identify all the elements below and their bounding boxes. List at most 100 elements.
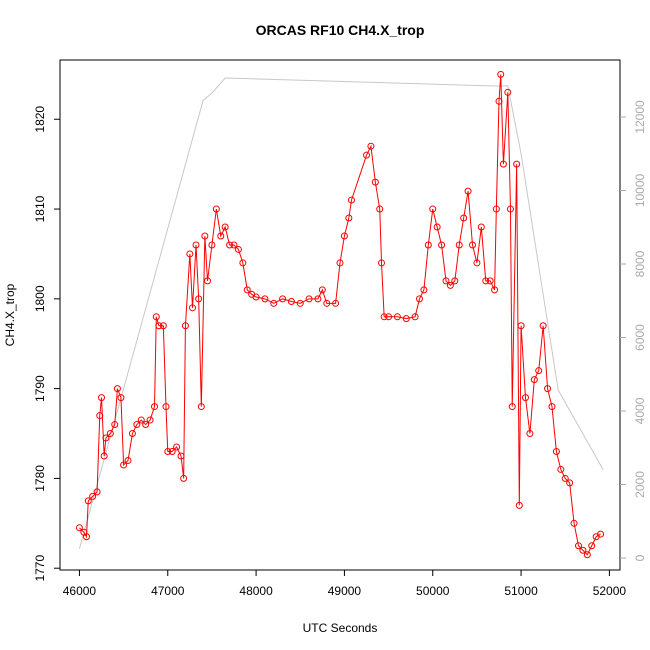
point	[212, 205, 220, 213]
x-tick-label: 47000	[151, 584, 185, 598]
point	[492, 205, 500, 213]
point	[544, 385, 552, 393]
point	[482, 277, 490, 285]
y2-tick-label: 0	[633, 554, 647, 561]
point	[393, 313, 401, 321]
point	[336, 259, 344, 267]
point	[168, 447, 176, 455]
point	[197, 403, 205, 411]
point	[152, 313, 160, 321]
x-tick-label: 52000	[593, 584, 627, 598]
point	[597, 530, 605, 538]
point	[230, 241, 238, 249]
point	[195, 295, 203, 303]
point	[208, 241, 216, 249]
point	[570, 519, 578, 527]
x-tick-label: 51000	[504, 584, 538, 598]
point	[371, 178, 379, 186]
y-tick-label: 1790	[33, 375, 47, 402]
point	[82, 533, 90, 541]
point	[521, 394, 529, 402]
point	[486, 277, 494, 285]
point	[460, 214, 468, 222]
point	[117, 394, 125, 402]
y-tick-label: 1820	[33, 106, 47, 133]
point	[378, 259, 386, 267]
point	[106, 430, 114, 438]
point	[151, 403, 159, 411]
point	[468, 241, 476, 249]
x-tick-label: 48000	[239, 584, 273, 598]
point	[155, 322, 163, 330]
y2-tick-label: 6000	[633, 324, 647, 351]
point	[347, 196, 355, 204]
point	[75, 524, 83, 532]
chart-title: ORCAS RF10 CH4.X_trop	[256, 22, 425, 38]
point	[84, 497, 92, 505]
point	[506, 205, 514, 213]
y-tick-label: 1800	[33, 285, 47, 312]
point	[296, 299, 304, 307]
x-tick-label: 49000	[328, 584, 362, 598]
point	[102, 434, 110, 442]
point	[557, 465, 565, 473]
y-tick-label: 1780	[33, 465, 47, 492]
point	[515, 501, 523, 509]
point	[495, 97, 503, 105]
y-tick-label: 1770	[33, 555, 47, 582]
y-axis-label: CH4.X_trop	[3, 283, 17, 346]
point	[579, 546, 587, 554]
point	[279, 295, 287, 303]
point	[583, 551, 591, 559]
plot-frame	[59, 59, 621, 571]
point	[455, 241, 463, 249]
point	[561, 474, 569, 482]
series-line	[79, 74, 601, 556]
point	[261, 295, 269, 303]
point	[497, 70, 505, 78]
point	[508, 403, 516, 411]
point	[451, 277, 459, 285]
point	[226, 241, 234, 249]
point	[124, 456, 132, 464]
point	[415, 295, 423, 303]
point	[473, 259, 481, 267]
point	[181, 322, 189, 330]
point	[491, 286, 499, 294]
point	[376, 205, 384, 213]
point	[504, 88, 512, 96]
point	[137, 416, 145, 424]
point	[513, 160, 521, 168]
point	[446, 281, 454, 289]
point	[133, 421, 141, 429]
point	[530, 376, 538, 384]
point	[287, 298, 295, 306]
point	[535, 367, 543, 375]
point	[96, 412, 104, 420]
point	[98, 394, 106, 402]
point	[234, 245, 242, 253]
point	[173, 443, 181, 451]
point	[548, 403, 556, 411]
point	[186, 250, 194, 258]
point	[362, 151, 370, 159]
point	[420, 286, 428, 294]
point	[552, 447, 560, 455]
x-axis-label: UTC Seconds	[303, 621, 378, 635]
point	[162, 403, 170, 411]
point	[314, 295, 322, 303]
point	[217, 232, 225, 240]
point	[566, 479, 574, 487]
y2-tick-label: 12000	[633, 100, 647, 134]
point	[180, 474, 188, 482]
y2-tick-label: 2000	[633, 471, 647, 498]
x-tick-label: 50000	[416, 584, 450, 598]
point	[539, 322, 547, 330]
point	[411, 313, 419, 321]
y2-tick-label: 8000	[633, 250, 647, 277]
point	[429, 205, 437, 213]
point	[270, 299, 278, 307]
point	[239, 259, 247, 267]
point	[402, 315, 410, 323]
